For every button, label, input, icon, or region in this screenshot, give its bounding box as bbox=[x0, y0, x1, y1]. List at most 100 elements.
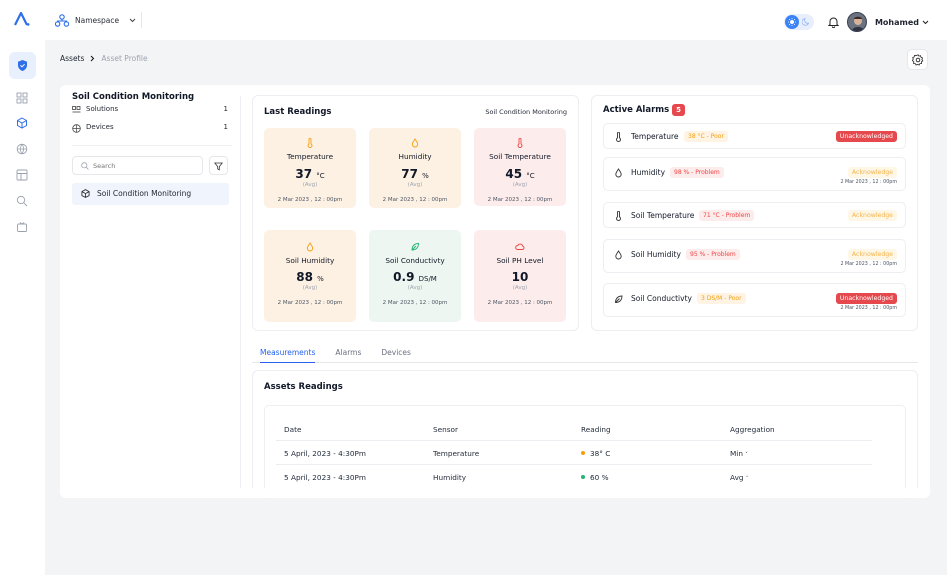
settings-button[interactable] bbox=[907, 49, 928, 70]
gear-icon bbox=[912, 54, 924, 66]
tile-timestamp: 2 Mar 2023 , 12 : 00pm bbox=[277, 197, 343, 203]
thermometer-icon bbox=[305, 138, 315, 148]
devices-count: 1 bbox=[223, 123, 228, 131]
reading-tile[interactable]: Soil Temperature 45 °C (Avg) 2 Mar 2023 , 1… bbox=[474, 128, 566, 206]
alarm-name: Soil Conductivty bbox=[631, 294, 692, 303]
user-name[interactable]: Mohamed bbox=[874, 17, 919, 27]
readings-table: Date Sensor Reading Aggregation 5 April,… bbox=[276, 417, 872, 489]
cell-aggregation[interactable]: Min ˅ bbox=[730, 449, 748, 458]
acknowledge-button[interactable]: Acknowledge bbox=[847, 210, 897, 221]
reading-tile[interactable]: Temperature 37 °C (Avg) 2 Mar 2023 , 12 : 0… bbox=[264, 128, 356, 208]
alarm-item[interactable]: Soil Temperature 71 °C - Problem Acknowled… bbox=[603, 202, 906, 228]
search-box[interactable] bbox=[72, 156, 203, 175]
tile-unit: °C bbox=[526, 172, 535, 180]
top-bar: Namespace Mohamed bbox=[0, 0, 947, 40]
dashboard-icon[interactable] bbox=[16, 92, 29, 105]
acknowledge-button[interactable]: Acknowledge bbox=[847, 167, 897, 178]
globe-icon[interactable] bbox=[16, 143, 29, 156]
tile-timestamp: 2 Mar 2023 , 12 : 00pm bbox=[487, 300, 553, 306]
alarm-item[interactable]: Soil Humidity 95 % - Problem Acknowledge 2 … bbox=[603, 239, 906, 273]
unacknowledged-badge: Unacknowledged bbox=[835, 293, 897, 304]
breadcrumb-root[interactable]: Assets bbox=[60, 54, 85, 63]
cell-aggregation[interactable]: Avg ˅ bbox=[730, 473, 748, 482]
bell-alert-icon[interactable] bbox=[16, 221, 29, 234]
filter-icon bbox=[214, 162, 223, 171]
chevron-down-icon[interactable] bbox=[922, 20, 929, 25]
namespace-selector[interactable]: Namespace bbox=[55, 12, 142, 28]
reading-tile[interactable]: Humidity 77 % (Avg) 2 Mar 2023 , 12 : 00pm bbox=[369, 128, 461, 208]
filter-button[interactable] bbox=[209, 156, 228, 175]
search-input[interactable] bbox=[93, 160, 193, 171]
tab-bar: Measurements Alarms Devices bbox=[252, 343, 918, 363]
table-frame bbox=[264, 405, 906, 499]
alarms-title: Active Alarms bbox=[603, 105, 670, 115]
alarm-value-chip: 98 % - Problem bbox=[670, 167, 724, 178]
moon-icon bbox=[801, 17, 811, 26]
droplet-icon bbox=[614, 250, 623, 260]
tile-unit: °C bbox=[316, 172, 325, 180]
alarm-value-chip: 38 °C - Poor bbox=[684, 131, 728, 142]
table-row[interactable]: 5 April, 2023 - 4:30Pm Humidity 60 % Avg ˅ bbox=[276, 465, 872, 489]
devices-icon bbox=[72, 124, 81, 133]
tile-aggregation: (Avg) bbox=[407, 182, 423, 188]
reading-tile[interactable]: Soil Humidity 88 % (Avg) 2 Mar 2023 , 12 : … bbox=[264, 230, 356, 322]
status-dot bbox=[581, 475, 585, 479]
theme-toggle[interactable] bbox=[783, 14, 814, 30]
solutions-icon bbox=[72, 106, 81, 114]
layout-icon[interactable] bbox=[16, 169, 29, 182]
table-row[interactable]: 5 April, 2023 - 4:30Pm Temperature 38° C Mi… bbox=[276, 441, 872, 465]
cell-date: 5 April, 2023 - 4:30Pm bbox=[284, 449, 367, 458]
alarm-timestamp: 2 Mar 2023 , 12 : 00pm bbox=[840, 306, 897, 311]
tree-item-selected[interactable]: Soil Condition Monitoring bbox=[72, 183, 229, 205]
alarm-item[interactable]: Soil Conductivty 3 DS/M - Poor Unacknowled… bbox=[603, 283, 906, 317]
acknowledge-button[interactable]: Acknowledge bbox=[847, 249, 897, 260]
sun-icon bbox=[784, 15, 799, 29]
alarm-item[interactable]: Humidity 98 % - Problem Acknowledge 2 Mar 2… bbox=[603, 157, 906, 191]
tab-alarms[interactable]: Alarms bbox=[335, 348, 362, 357]
reading-tile[interactable]: Soil Conductivty 0.9 DS/M (Avg) 2 Mar 2023 … bbox=[369, 230, 461, 322]
solutions-label: Solutions bbox=[86, 105, 119, 113]
cell-reading: 38° C bbox=[581, 449, 610, 458]
tile-value: 77 % bbox=[369, 167, 461, 181]
namespace-label: Namespace bbox=[75, 16, 120, 25]
column-divider bbox=[240, 96, 241, 488]
thermometer-icon bbox=[515, 138, 525, 148]
header-sensor: Sensor bbox=[433, 425, 459, 434]
cell-sensor: Temperature bbox=[433, 449, 480, 458]
alarm-name: Soil Temperature bbox=[631, 211, 695, 220]
chevron-down-icon bbox=[129, 18, 136, 23]
status-dot bbox=[581, 451, 585, 455]
breadcrumb: Assets Asset Profile bbox=[60, 54, 148, 63]
reading-tile[interactable]: Soil PH Level 10 (Avg) 2 Mar 2023 , 12 : 0… bbox=[474, 230, 566, 322]
cloud-icon bbox=[515, 242, 525, 252]
tab-devices[interactable]: Devices bbox=[381, 348, 411, 357]
sidebar-item-security[interactable] bbox=[9, 52, 36, 79]
tab-measurements[interactable]: Measurements bbox=[260, 343, 316, 363]
cube-icon[interactable] bbox=[16, 117, 29, 130]
readings-filter[interactable]: Soil Condition Monitoring bbox=[485, 108, 567, 116]
alarm-timestamp: 2 Mar 2023 , 12 : 00pm bbox=[840, 180, 897, 185]
droplet-icon bbox=[614, 168, 623, 178]
tile-label: Humidity bbox=[398, 152, 432, 161]
chevron-down-icon: ˅ bbox=[745, 452, 748, 458]
alarm-value-chip: 3 DS/M - Poor bbox=[697, 293, 746, 304]
app-logo[interactable] bbox=[14, 12, 30, 26]
reading-value: 38° C bbox=[590, 449, 611, 458]
tile-number: 37 bbox=[295, 167, 313, 181]
tile-aggregation: (Avg) bbox=[302, 182, 318, 188]
bell-icon[interactable] bbox=[827, 16, 839, 28]
droplet-icon bbox=[410, 138, 420, 148]
alarm-item[interactable]: Temperature 38 °C - Poor Unacknowledged bbox=[603, 123, 906, 149]
alarm-name: Humidity bbox=[631, 168, 666, 177]
tile-value: 10 bbox=[474, 270, 566, 284]
chevron-right-icon bbox=[90, 55, 95, 62]
aggregation-value: Min bbox=[730, 449, 743, 458]
tree-item-label: Soil Condition Monitoring bbox=[97, 189, 192, 198]
avatar[interactable] bbox=[846, 12, 867, 32]
leaf-icon bbox=[410, 242, 420, 252]
search-analytics-icon[interactable] bbox=[16, 195, 29, 208]
asset-title: Soil Condition Monitoring bbox=[72, 92, 195, 102]
tile-label: Temperature bbox=[286, 152, 334, 161]
tile-number: 45 bbox=[505, 167, 523, 181]
tile-number: 88 bbox=[296, 270, 313, 284]
